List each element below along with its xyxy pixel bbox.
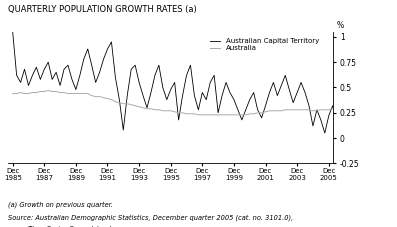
Line: Australia: Australia [13, 91, 341, 115]
Text: Time Series Spreadsheets.: Time Series Spreadsheets. [28, 226, 117, 227]
Australian Capital Territory [10, 30, 15, 33]
Australia [176, 111, 181, 114]
Australia [46, 89, 51, 92]
Text: (a) Growth on previous quarter.: (a) Growth on previous quarter. [8, 201, 113, 207]
Australia [14, 92, 19, 95]
Australia [283, 109, 288, 111]
Australian Capital Territory [338, 125, 343, 127]
Australian Capital Territory [172, 81, 177, 84]
Text: %: % [337, 22, 344, 30]
Australia [267, 109, 272, 112]
Australian Capital Territory [322, 132, 327, 134]
Australia [10, 92, 15, 95]
Australian Capital Territory [14, 74, 19, 77]
Australian Capital Territory [259, 116, 264, 119]
Legend: Australian Capital Territory, Australia: Australian Capital Territory, Australia [208, 37, 320, 53]
Australia [196, 114, 201, 116]
Australian Capital Territory [275, 94, 280, 97]
Line: Australian Capital Territory: Australian Capital Territory [13, 32, 341, 133]
Australia [30, 91, 35, 94]
Text: QUARTERLY POPULATION GROWTH RATES (a): QUARTERLY POPULATION GROWTH RATES (a) [8, 5, 197, 14]
Australian Capital Territory [30, 74, 35, 77]
Australian Capital Territory [156, 64, 161, 67]
Text: Source: Australian Demographic Statistics, December quarter 2005 (cat. no. 3101.: Source: Australian Demographic Statistic… [8, 215, 293, 221]
Australia [160, 109, 165, 112]
Australia [338, 106, 343, 109]
